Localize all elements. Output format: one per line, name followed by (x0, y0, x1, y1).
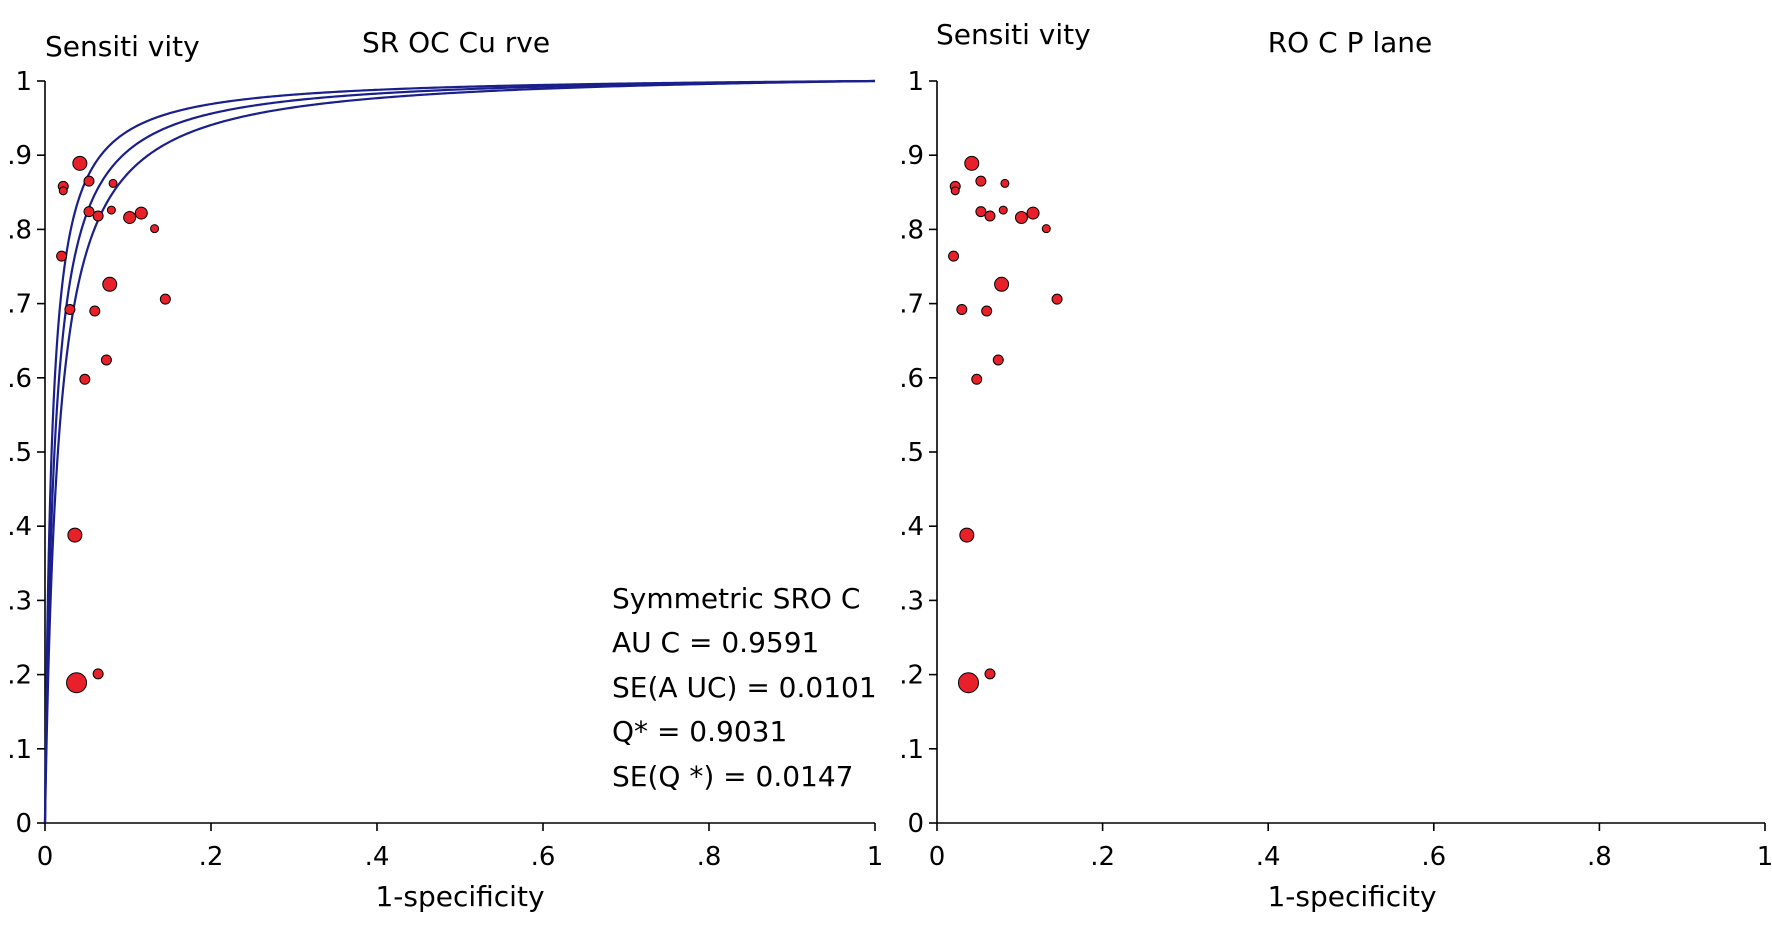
annotation-se-auc: SE(A UC) = 0.0101 (612, 671, 877, 704)
sroc-study-point-3 (72, 155, 88, 171)
sroc-y-tick-label: .6 (7, 364, 32, 394)
sroc-study-point-14 (64, 304, 76, 316)
annotation-auc: AU C = 0.9591 (612, 626, 819, 659)
roc-plane-panel: RO C P lane Sensiti vity 1-specificity 0… (899, 18, 1772, 913)
roc-study-point-18 (971, 373, 983, 385)
sroc-y-tick-label: .9 (7, 141, 32, 171)
sroc-x-tick-label: .2 (199, 842, 224, 872)
sroc-study-points (56, 155, 171, 694)
sroc-y-tick-label: .2 (7, 661, 32, 691)
roc-x-axis-title: 1-specificity (1267, 880, 1436, 913)
roc-y-tick-label: .7 (899, 290, 924, 320)
roc-y-tick-label: .6 (899, 364, 924, 394)
roc-study-point-7 (984, 210, 996, 222)
sroc-study-point-8 (106, 205, 116, 215)
roc-y-tick-label: .4 (899, 512, 924, 542)
sroc-y-tick-label: 1 (15, 67, 32, 97)
sroc-study-point-20 (66, 672, 88, 694)
roc-study-point-8 (998, 205, 1008, 215)
roc-y-tick-label: .8 (899, 215, 924, 245)
sroc-y-axis-title: Sensiti vity (45, 30, 200, 63)
annotation-se-q-star: SE(Q *) = 0.0147 (612, 760, 854, 793)
sroc-study-point-6 (83, 206, 95, 218)
roc-study-point-3 (964, 155, 980, 171)
sroc-x-axis-title: 1-specificity (375, 880, 544, 913)
sroc-curve-2 (43, 79, 875, 823)
roc-study-points (948, 155, 1063, 694)
roc-x-tick-label: .4 (1256, 842, 1281, 872)
sroc-curve-1 (43, 79, 875, 823)
annotation-title: Symmetric SRO C (612, 582, 860, 615)
sroc-y-tick-label: .4 (7, 512, 32, 542)
sroc-statistics-annotation: Symmetric SRO C AU C = 0.9591 SE(A UC) =… (612, 582, 877, 793)
roc-x-tick-label: .6 (1421, 842, 1446, 872)
sroc-study-point-17 (100, 354, 112, 366)
sroc-study-point-9 (123, 211, 137, 225)
roc-x-tick-label: 0 (929, 842, 946, 872)
roc-study-point-15 (981, 305, 993, 317)
roc-x-tick-label: 1 (1757, 842, 1772, 872)
roc-study-point-20 (957, 672, 979, 694)
roc-study-point-4 (975, 175, 987, 187)
sroc-study-point-10 (134, 206, 148, 220)
sroc-study-point-18 (79, 373, 91, 385)
sroc-study-point-12 (56, 250, 68, 262)
sroc-y-tick-label: 0 (15, 809, 32, 839)
roc-study-point-6 (975, 206, 987, 218)
roc-study-point-2 (950, 186, 960, 196)
roc-y-axis-title: Sensiti vity (936, 18, 1091, 51)
roc-study-point-14 (956, 304, 968, 316)
sroc-study-point-4 (83, 175, 95, 187)
sroc-curve-3 (43, 79, 875, 823)
roc-study-point-9 (1014, 211, 1028, 225)
roc-chart-title: RO C P lane (1268, 26, 1433, 59)
sroc-study-point-13 (102, 276, 118, 292)
sroc-x-tick-label: 0 (37, 842, 54, 872)
sroc-study-point-7 (92, 210, 104, 222)
sroc-y-tick-label: .8 (7, 215, 32, 245)
sroc-y-tick-label: .5 (7, 438, 32, 468)
sroc-y-ticks: 0 .1 .2 .3 .4 .5 .6 .7 .8 .9 1 (7, 67, 45, 839)
sroc-study-point-19 (67, 527, 83, 543)
sroc-curves (43, 79, 875, 823)
sroc-chart-title: SR OC Cu rve (362, 26, 550, 59)
sroc-x-tick-label: .8 (697, 842, 722, 872)
roc-y-tick-label: .2 (899, 661, 924, 691)
roc-y-tick-label: 1 (907, 67, 924, 97)
sroc-study-point-15 (89, 305, 101, 317)
roc-y-tick-label: .1 (899, 735, 924, 765)
sroc-study-point-2 (58, 186, 68, 196)
sroc-study-point-5 (108, 178, 118, 188)
roc-y-tick-label: .3 (899, 586, 924, 616)
roc-y-tick-label: .9 (899, 141, 924, 171)
roc-study-point-19 (959, 527, 975, 543)
roc-x-tick-label: .2 (1090, 842, 1115, 872)
sroc-curve-panel: SR OC Cu rve Sensiti vity 1-specificity … (7, 26, 883, 913)
sroc-study-point-16 (159, 293, 171, 305)
sroc-y-tick-label: .3 (7, 586, 32, 616)
roc-study-point-21 (984, 668, 996, 680)
sroc-x-tick-label: .6 (531, 842, 556, 872)
sroc-study-point-11 (150, 224, 160, 234)
roc-x-ticks: 0 .2 .4 .6 .8 1 (929, 823, 1772, 872)
sroc-x-tick-label: .4 (365, 842, 390, 872)
roc-y-ticks: 0 .1 .2 .3 .4 .5 .6 .7 .8 .9 1 (899, 67, 937, 839)
sroc-y-tick-label: .7 (7, 290, 32, 320)
roc-study-point-5 (1000, 178, 1010, 188)
roc-study-point-17 (992, 354, 1004, 366)
roc-study-point-10 (1026, 206, 1040, 220)
roc-x-tick-label: .8 (1587, 842, 1612, 872)
sroc-x-tick-label: 1 (867, 842, 884, 872)
annotation-q-star: Q* = 0.9031 (612, 715, 787, 748)
roc-study-point-16 (1051, 293, 1063, 305)
sroc-y-tick-label: .1 (7, 735, 32, 765)
roc-y-tick-label: .5 (899, 438, 924, 468)
roc-y-tick-label: 0 (907, 809, 924, 839)
sroc-study-point-21 (92, 668, 104, 680)
roc-study-point-11 (1041, 224, 1051, 234)
sroc-x-ticks: 0 .2 .4 .6 .8 1 (37, 823, 884, 872)
roc-study-point-13 (994, 276, 1010, 292)
roc-study-point-12 (948, 250, 960, 262)
